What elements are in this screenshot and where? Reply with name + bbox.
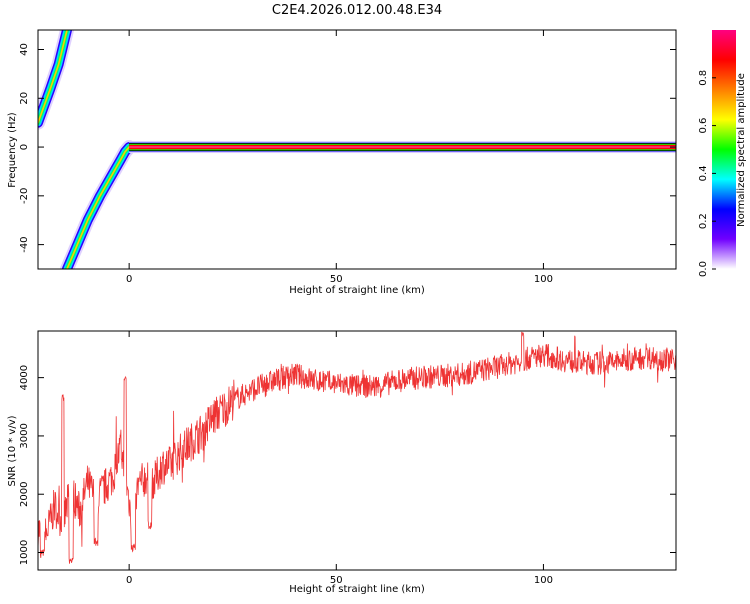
colorbar-tick-label: 0.6 xyxy=(698,118,709,134)
colorbar-label: Normalized spectral amplitude xyxy=(736,73,747,227)
snr-x-axis-label: Height of straight line (km) xyxy=(289,584,425,595)
spectrogram-y-axis-label: Frequency (Hz) xyxy=(7,112,18,188)
colorbar: 0.0 0.2 0.4 0.6 0.8 Normalized spectral ampl… xyxy=(698,30,747,277)
snr-x-tick-label: 100 xyxy=(534,575,553,586)
spectrogram-frame xyxy=(37,29,677,270)
spectrogram-x-tick-label: 0 xyxy=(126,274,132,285)
snr-plot-area xyxy=(38,331,676,570)
snr-y-tick-label: 1000 xyxy=(19,540,30,565)
colorbar-tick-label: 0.4 xyxy=(698,165,709,181)
spectrogram-x-axis-label: Height of straight line (km) xyxy=(289,285,425,296)
snr-y-tick-label: 2000 xyxy=(19,481,30,506)
snr-x-tick-label: 50 xyxy=(330,575,343,586)
colorbar-tick-label: 0.2 xyxy=(698,213,709,229)
spectrogram-y-tick-label: 20 xyxy=(19,92,30,105)
spectrogram-y-tick-label: -40 xyxy=(19,236,30,252)
chart-title: C2E4.2026.012.00.48.E34 xyxy=(272,3,442,18)
snr-y-axis-label: SNR (10 * v/v) xyxy=(7,415,18,486)
snr-frame xyxy=(37,330,677,571)
spectrogram-y-tick-label: -20 xyxy=(19,188,30,204)
snr-series-line xyxy=(38,331,676,564)
ridge-lower-branch-band-4 xyxy=(66,146,130,269)
snr-y-tick-label: 3000 xyxy=(19,423,30,448)
spectrogram-ridge xyxy=(38,30,676,269)
spectrogram-y-tick-label: 0 xyxy=(19,144,30,150)
snr-panel: 0 50 100 4000 3000 2000 1000 Height of straigh… xyxy=(7,330,677,595)
colorbar-gradient xyxy=(712,30,736,269)
spectrogram-y-tick-label: 40 xyxy=(19,43,30,56)
spectrogram-x-tick-label: 100 xyxy=(534,274,553,285)
ridge-constant-band-5 xyxy=(129,146,676,149)
colorbar-tick-label: 0.8 xyxy=(698,70,709,86)
colorbar-tick-label: 0.0 xyxy=(698,261,709,277)
spectrogram-x-tick-label: 50 xyxy=(330,274,343,285)
snr-y-tick-label: 4000 xyxy=(19,365,30,390)
snr-x-tick-label: 0 xyxy=(126,575,132,586)
spectrogram-panel: 0 50 100 40 20 0 -20 -40 Height of straight lin… xyxy=(7,29,677,296)
ridge-upper-branch-band-4 xyxy=(38,30,68,124)
